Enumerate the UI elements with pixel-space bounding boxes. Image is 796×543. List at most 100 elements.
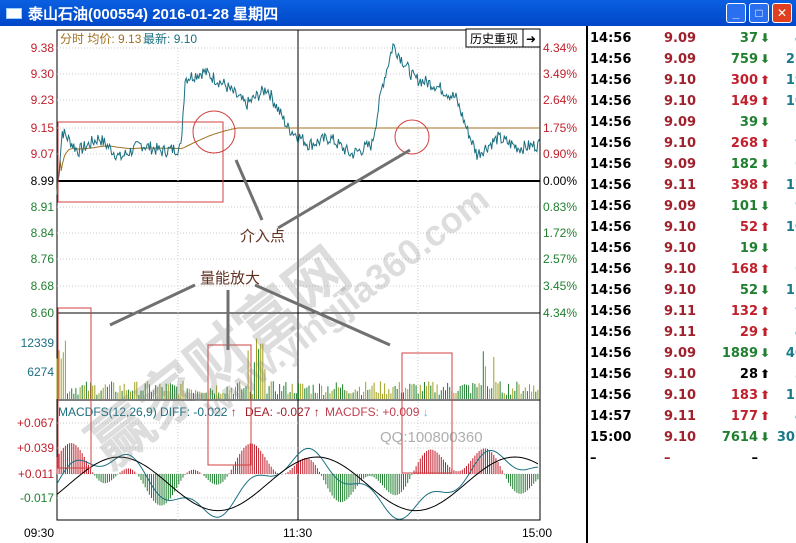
trade-count: 307 xyxy=(776,430,796,445)
percent-tick: 1.75% xyxy=(543,121,577,135)
trade-row: 14:56 9.10 52⬆ 10 xyxy=(588,217,796,238)
trade-count: 10 xyxy=(785,94,796,109)
trade-count: 4 xyxy=(795,322,796,343)
trade-volume: 52 xyxy=(739,220,758,235)
trade-time: 14:56 xyxy=(590,346,632,361)
maximize-button[interactable]: □ xyxy=(749,3,769,23)
trade-time: 14:56 xyxy=(590,241,632,256)
trade-price: 9.10 xyxy=(664,220,697,235)
price-tick: 8.99 xyxy=(31,174,55,188)
trade-time: 15:00 xyxy=(590,430,632,445)
minimize-button[interactable]: _ xyxy=(726,3,746,23)
trade-time: 14:56 xyxy=(590,178,632,193)
trade-price: 9.09 xyxy=(664,157,697,172)
trade-time: 14:56 xyxy=(590,388,632,403)
trade-price: 9.10 xyxy=(664,367,697,382)
svg-text:➜: ➜ xyxy=(526,32,536,46)
title-bar: 泰山石油(000554) 2016-01-28 星期四 _ □ ✕ xyxy=(0,0,796,26)
trade-count: 9 xyxy=(795,133,796,154)
trade-time: 14:56 xyxy=(590,304,632,319)
trade-price: 9.11 xyxy=(664,325,697,340)
macd-tick: -0.017 xyxy=(20,491,54,505)
trade-volume: 177 xyxy=(730,409,758,424)
dea-label: DEA: -0.027 ↑ xyxy=(245,405,320,419)
time-tick: 15:00 xyxy=(522,526,552,540)
macd-label: MACDFS(12,26,9) DIFF: -0.022 ↑ xyxy=(58,405,237,419)
volume-expand-label: 量能放大 xyxy=(200,270,260,287)
arrow-up-icon: ⬆ xyxy=(760,220,771,234)
price-line xyxy=(56,43,541,195)
trade-price: 9.10 xyxy=(664,94,697,109)
trade-price: 9.09 xyxy=(664,199,697,214)
arrow-down-icon: ⬇ xyxy=(760,157,771,171)
trade-price: 9.09 xyxy=(664,346,697,361)
close-button[interactable]: ✕ xyxy=(772,3,792,23)
replay-button[interactable]: 历史重现 xyxy=(465,28,524,48)
arrow-up-icon: ⬆ xyxy=(760,325,771,339)
price-tick: 8.60 xyxy=(31,306,55,320)
trade-price: 9.10 xyxy=(664,262,697,277)
trade-price: 9.10 xyxy=(664,388,697,403)
trade-volume: 300 xyxy=(730,73,758,88)
trade-price: 9.11 xyxy=(664,304,697,319)
arrow-up-icon: ⬆ xyxy=(760,367,771,381)
entry-point-label: 介入点 xyxy=(240,228,285,245)
arrow-up-icon: ⬆ xyxy=(760,409,771,423)
trade-row: 14:56 9.10 183⬆ 15 xyxy=(588,385,796,406)
percent-tick: 1.72% xyxy=(543,226,577,240)
trade-volume: 398 xyxy=(730,178,758,193)
trade-volume: 29 xyxy=(739,325,758,340)
arrow-down-icon: ⬇ xyxy=(760,52,771,66)
header-last: 最新: 9.10 xyxy=(143,31,197,46)
price-tick: 8.84 xyxy=(31,226,55,240)
trade-volume: 52 xyxy=(739,283,758,298)
macd-tick: +0.039 xyxy=(17,441,54,455)
trade-row: 14:56 9.11 132⬆ 9 xyxy=(588,301,796,322)
trade-row: 14:56 9.10 300⬆ 19 xyxy=(588,70,796,91)
trade-volume: 1889 xyxy=(721,346,758,361)
trade-price: 9.10 xyxy=(664,241,697,256)
price-tick: 8.91 xyxy=(31,200,55,214)
trade-time: 14:56 xyxy=(590,283,632,298)
trade-price: 9.11 xyxy=(664,178,697,193)
trade-volume: 39 xyxy=(739,115,758,130)
trade-row: 14:57 9.11 177⬆ 4 xyxy=(588,406,796,427)
trade-volume: 19 xyxy=(739,241,758,256)
avg-price-line xyxy=(56,127,540,195)
volume-tick: 6274 xyxy=(27,365,54,379)
trade-count: 5 xyxy=(795,112,796,133)
percent-tick: 0.00% xyxy=(543,174,577,188)
price-tick: 9.38 xyxy=(31,41,55,55)
trade-row: 14:56 9.10 149⬆ 10 xyxy=(588,91,796,112)
trade-time: 14:56 xyxy=(590,31,632,46)
trade-time: 14:56 xyxy=(590,199,632,214)
trade-price: – xyxy=(664,451,671,466)
trade-row: 14:56 9.11 398⬆ 17 xyxy=(588,175,796,196)
trade-price: 9.10 xyxy=(664,430,697,445)
trade-time: 14:56 xyxy=(590,262,632,277)
trade-time: 14:56 xyxy=(590,52,632,67)
app-icon xyxy=(6,7,22,19)
arrow-up-icon: ⬆ xyxy=(760,136,771,150)
price-tick: 9.30 xyxy=(31,67,55,81)
price-tick: 9.07 xyxy=(31,147,55,161)
percent-tick: 3.45% xyxy=(543,279,577,293)
trade-time: 14:56 xyxy=(590,136,632,151)
percent-tick: 4.34% xyxy=(543,306,577,320)
trade-volume: 182 xyxy=(730,157,758,172)
trade-time: 14:56 xyxy=(590,73,632,88)
exit-icon[interactable]: ➜ xyxy=(522,28,541,48)
trade-price: 9.10 xyxy=(664,73,697,88)
trade-count: 28 xyxy=(785,52,796,67)
volume-tick: 12339 xyxy=(21,336,55,350)
trade-volume: 101 xyxy=(730,199,758,214)
macd-tick: +0.011 xyxy=(18,467,54,481)
trade-row: 14:56 9.10 28⬆ 3 xyxy=(588,364,796,385)
percent-tick: 3.49% xyxy=(543,67,577,81)
arrow-up-icon: ⬆ xyxy=(760,304,771,318)
trade-price: 9.10 xyxy=(664,283,697,298)
trade-row: 14:56 9.09 1889⬇ 40 xyxy=(588,343,796,364)
trade-row: 15:00 9.10 7614⬇ 307 xyxy=(588,427,796,448)
arrow-down-icon: ⬇ xyxy=(760,283,771,297)
trade-row: 14:56 9.10 52⬇ 11 xyxy=(588,280,796,301)
